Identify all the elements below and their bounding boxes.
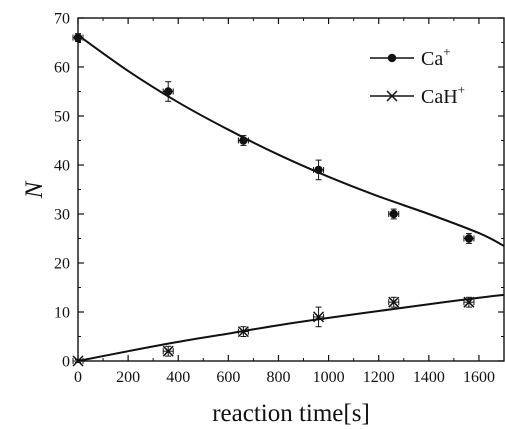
- legend-label-cah-sup: +: [458, 82, 465, 97]
- y-tick-label-0: 0: [62, 354, 70, 371]
- marker-circle: [73, 33, 83, 42]
- legend-marker-ca: [387, 53, 397, 63]
- data-point-series-1-0: [72, 355, 84, 367]
- data-point-series-1-5: [463, 296, 475, 308]
- data-points: [72, 33, 475, 367]
- y-tick-label-30: 30: [54, 207, 70, 224]
- y-axis-label: N: [21, 180, 48, 199]
- legend-label-ca-base: Ca: [421, 48, 443, 70]
- y-tick-label-60: 60: [54, 60, 70, 77]
- legend-label-ca-sup: +: [443, 44, 450, 59]
- x-tick-label-600: 600: [216, 369, 240, 386]
- x-tick-label-200: 200: [116, 369, 140, 386]
- y-tick-label-10: 10: [54, 305, 70, 322]
- legend-label-ca: Ca+: [421, 44, 451, 70]
- x-tick-label-1400: 1400: [413, 369, 445, 386]
- y-tick-label-70: 70: [54, 11, 70, 28]
- data-point-series-0-5: [463, 233, 475, 244]
- marker-x: [313, 311, 325, 323]
- data-point-series-1-3: [313, 306, 325, 328]
- marker-circle: [314, 165, 323, 175]
- data-point-series-1-4: [388, 296, 400, 308]
- marker-x: [388, 296, 400, 308]
- data-point-series-1-2: [237, 326, 249, 338]
- data-point-series-0-4: [388, 208, 400, 220]
- marker-circle: [239, 136, 248, 145]
- legend-marker-cah: [386, 90, 398, 102]
- x-tick-label-1000: 1000: [313, 369, 345, 386]
- fit-curve-series-0: [77, 34, 505, 247]
- x-tick-label-0: 0: [74, 369, 82, 386]
- x-tick-label-800: 800: [266, 369, 290, 386]
- x-tick-label-1600: 1600: [463, 369, 495, 386]
- x-tick-label-400: 400: [166, 369, 190, 386]
- data-point-series-1-1: [162, 345, 174, 357]
- marker-circle: [389, 209, 398, 219]
- marker-x: [162, 345, 174, 357]
- data-point-series-0-2: [237, 135, 249, 146]
- x-tick-label-1200: 1200: [363, 369, 395, 386]
- data-point-series-0-3: [313, 159, 325, 181]
- marker-circle: [164, 87, 173, 96]
- marker-x: [237, 326, 249, 338]
- legend: Ca+ CaH+: [370, 44, 465, 108]
- marker-circle: [464, 234, 474, 243]
- data-point-series-0-0: [72, 33, 84, 43]
- marker-x: [463, 296, 475, 308]
- y-tick-label-40: 40: [54, 158, 70, 175]
- data-point-series-0-1: [162, 81, 174, 102]
- legend-label-cah-base: CaH: [421, 86, 458, 108]
- y-tick-label-50: 50: [54, 109, 70, 126]
- fit-curves: [77, 34, 505, 362]
- fit-curve-series-1: [77, 293, 505, 362]
- x-axis-label: reaction time[s]: [212, 400, 370, 427]
- marker-x: [72, 355, 84, 367]
- ticks: 0 200 400 600 800 1000 1200 1400 1600 0 10 20 30 40 50…: [54, 11, 504, 386]
- y-tick-label-20: 20: [54, 256, 70, 273]
- legend-label-cah: CaH+: [421, 82, 465, 108]
